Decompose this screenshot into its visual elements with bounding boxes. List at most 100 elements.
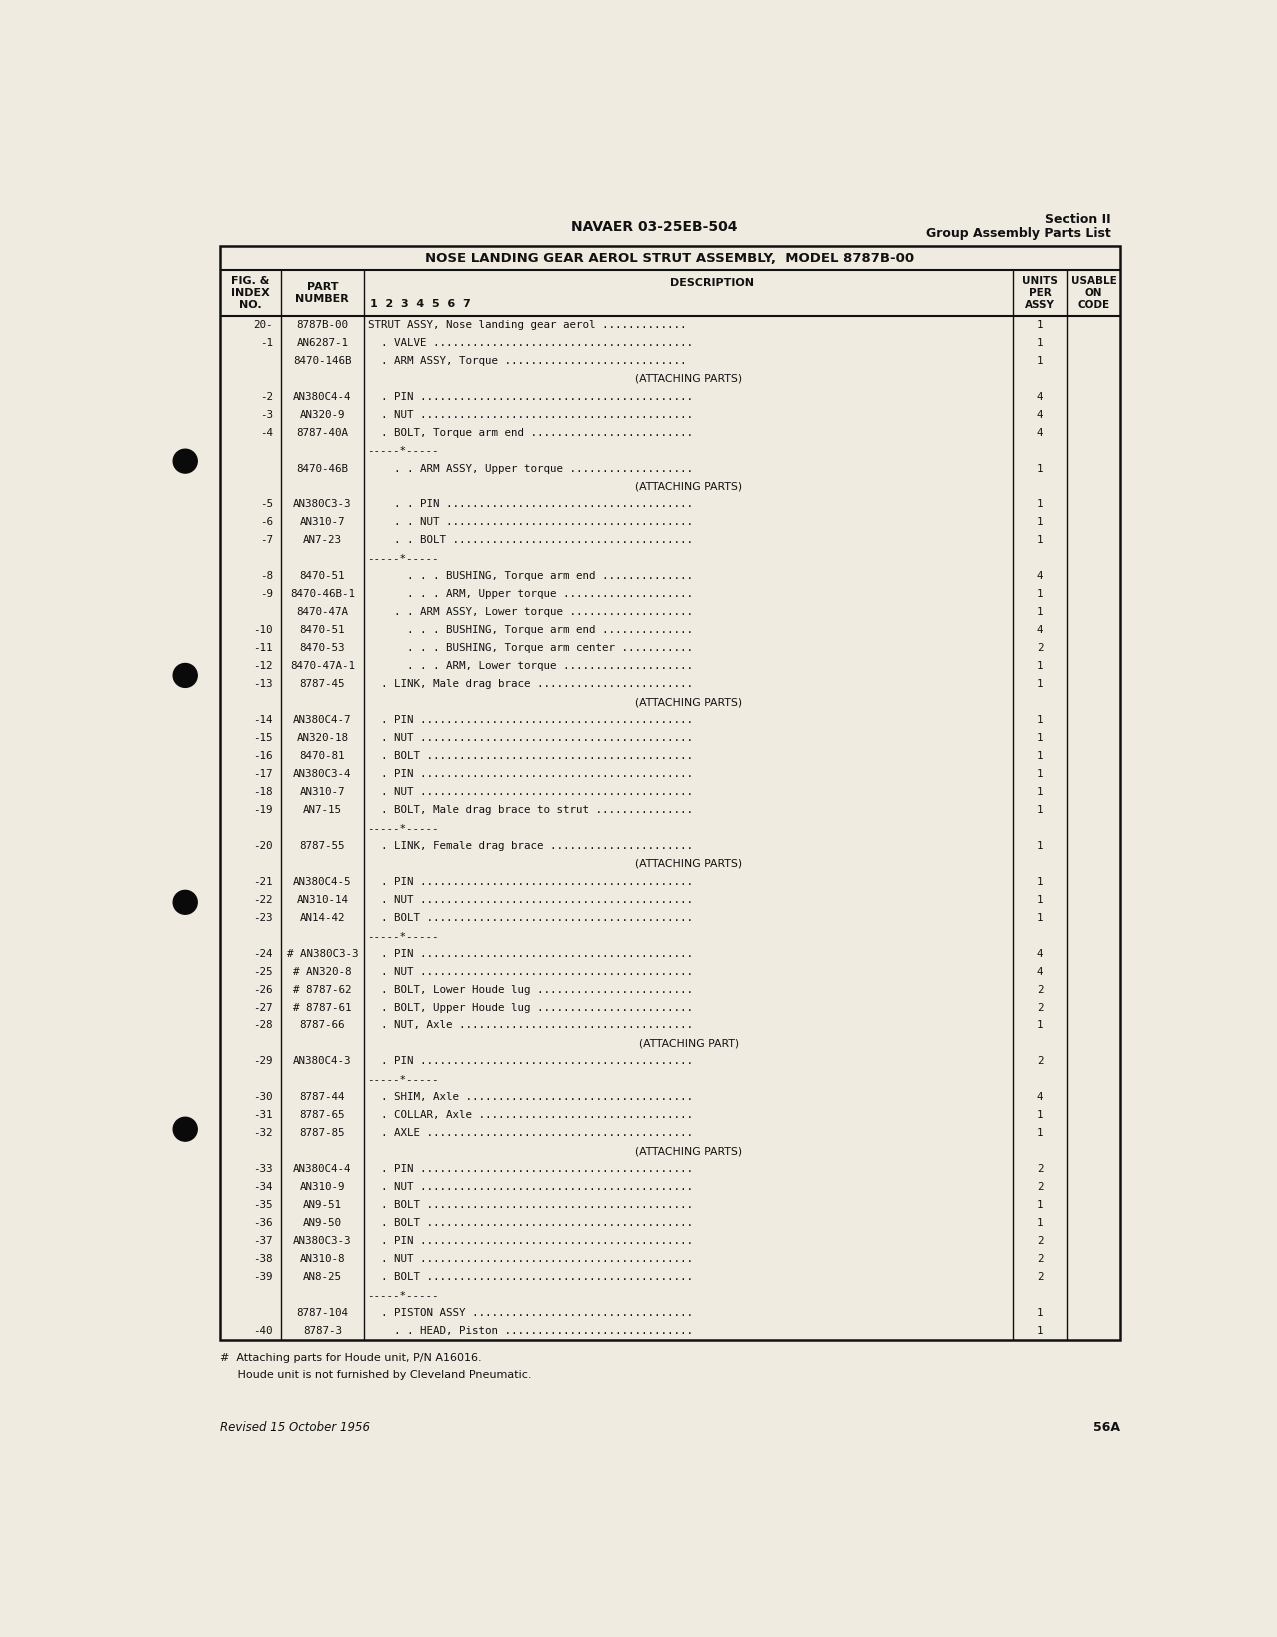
Text: 1: 1 <box>1037 733 1043 743</box>
Text: 8470-51: 8470-51 <box>300 625 345 635</box>
Text: . NUT ..........................................: . NUT ..................................… <box>368 1182 693 1192</box>
Text: -10: -10 <box>253 625 273 635</box>
Text: FIG. &
INDEX
NO.: FIG. & INDEX NO. <box>231 275 269 309</box>
Text: 20-: 20- <box>253 319 273 329</box>
Text: AN320-18: AN320-18 <box>296 733 349 743</box>
Text: AN380C4-5: AN380C4-5 <box>294 877 351 887</box>
Text: . PIN ..........................................: . PIN ..................................… <box>368 715 693 725</box>
Text: (ATTACHING PARTS): (ATTACHING PARTS) <box>635 1146 742 1156</box>
Text: -38: -38 <box>253 1254 273 1264</box>
Text: -----*-----: -----*----- <box>368 1074 439 1084</box>
Text: -----*-----: -----*----- <box>368 823 439 833</box>
Text: . NUT, Axle ....................................: . NUT, Axle ............................… <box>368 1020 693 1030</box>
Text: AN380C3-4: AN380C3-4 <box>294 769 351 779</box>
Text: . PIN ..........................................: . PIN ..................................… <box>368 877 693 887</box>
Text: -32: -32 <box>253 1128 273 1138</box>
Text: . . . BUSHING, Torque arm center ...........: . . . BUSHING, Torque arm center .......… <box>368 643 693 653</box>
Text: Houde unit is not furnished by Cleveland Pneumatic.: Houde unit is not furnished by Cleveland… <box>220 1370 531 1380</box>
Text: . . ARM ASSY, Lower torque ...................: . . ARM ASSY, Lower torque .............… <box>368 607 693 617</box>
Text: 8470-46B: 8470-46B <box>296 463 349 473</box>
Text: . . ARM ASSY, Upper torque ...................: . . ARM ASSY, Upper torque .............… <box>368 463 693 473</box>
Text: . NUT ..........................................: . NUT ..................................… <box>368 1254 693 1264</box>
Text: AN6287-1: AN6287-1 <box>296 337 349 347</box>
Text: NOSE LANDING GEAR AEROL STRUT ASSEMBLY,  MODEL 8787B-00: NOSE LANDING GEAR AEROL STRUT ASSEMBLY, … <box>425 252 914 265</box>
Text: -1: -1 <box>259 337 273 347</box>
Text: 8787-66: 8787-66 <box>300 1020 345 1030</box>
Text: . . . ARM, Lower torque ....................: . . . ARM, Lower torque ................… <box>368 661 693 671</box>
Text: 4: 4 <box>1037 625 1043 635</box>
Text: 4: 4 <box>1037 391 1043 401</box>
Text: 1: 1 <box>1037 1020 1043 1030</box>
Text: . PIN ..........................................: . PIN ..................................… <box>368 769 693 779</box>
Text: AN380C4-3: AN380C4-3 <box>294 1056 351 1066</box>
Text: -2: -2 <box>259 391 273 401</box>
Text: -3: -3 <box>259 409 273 419</box>
Text: . PIN ..........................................: . PIN ..................................… <box>368 391 693 401</box>
Text: . . HEAD, Piston .............................: . . HEAD, Piston .......................… <box>368 1326 693 1336</box>
Text: 8787-44: 8787-44 <box>300 1092 345 1102</box>
Text: -25: -25 <box>253 966 273 977</box>
Text: 1: 1 <box>1037 769 1043 779</box>
Text: . BOLT, Male drag brace to strut ...............: . BOLT, Male drag brace to strut .......… <box>368 805 693 815</box>
Text: 1: 1 <box>1037 787 1043 797</box>
Text: . NUT ..........................................: . NUT ..................................… <box>368 895 693 905</box>
Text: -15: -15 <box>253 733 273 743</box>
Text: AN310-7: AN310-7 <box>300 787 345 797</box>
Text: 1: 1 <box>1037 607 1043 617</box>
Text: 2: 2 <box>1037 1002 1043 1013</box>
Text: . BOLT, Upper Houde lug ........................: . BOLT, Upper Houde lug ................… <box>368 1002 693 1013</box>
Text: -23: -23 <box>253 913 273 923</box>
Text: -24: -24 <box>253 948 273 959</box>
Text: 1: 1 <box>1037 895 1043 905</box>
Text: Group Assembly Parts List: Group Assembly Parts List <box>926 228 1111 241</box>
Text: 1: 1 <box>1037 463 1043 473</box>
Text: -12: -12 <box>253 661 273 671</box>
Text: NAVAER 03-25EB-504: NAVAER 03-25EB-504 <box>571 221 738 234</box>
Text: 8470-53: 8470-53 <box>300 643 345 653</box>
Text: 2: 2 <box>1037 1236 1043 1246</box>
Text: . LINK, Female drag brace ......................: . LINK, Female drag brace ..............… <box>368 841 693 851</box>
Text: -9: -9 <box>259 589 273 599</box>
Text: AN380C3-3: AN380C3-3 <box>294 499 351 509</box>
Text: AN310-7: AN310-7 <box>300 517 345 527</box>
Text: -30: -30 <box>253 1092 273 1102</box>
Text: . PIN ..........................................: . PIN ..................................… <box>368 948 693 959</box>
Text: 8787-104: 8787-104 <box>296 1308 349 1318</box>
Text: . BOLT, Torque arm end .........................: . BOLT, Torque arm end .................… <box>368 427 693 437</box>
Text: 1: 1 <box>1037 535 1043 545</box>
Text: 1: 1 <box>1037 337 1043 347</box>
Text: 4: 4 <box>1037 427 1043 437</box>
Text: . BOLT .........................................: . BOLT .................................… <box>368 1200 693 1210</box>
Text: -----*-----: -----*----- <box>368 445 439 455</box>
Text: 1: 1 <box>1037 841 1043 851</box>
Text: AN320-9: AN320-9 <box>300 409 345 419</box>
Text: 4: 4 <box>1037 1092 1043 1102</box>
Text: . BOLT .........................................: . BOLT .................................… <box>368 751 693 761</box>
Circle shape <box>174 449 197 473</box>
Text: # 8787-61: # 8787-61 <box>294 1002 351 1013</box>
Circle shape <box>174 663 197 688</box>
Text: 1: 1 <box>1037 1308 1043 1318</box>
Bar <box>220 247 1120 1341</box>
Text: UNITS
PER
ASSY: UNITS PER ASSY <box>1022 275 1057 309</box>
Text: . SHIM, Axle ...................................: . SHIM, Axle ...........................… <box>368 1092 693 1102</box>
Text: 1: 1 <box>1037 589 1043 599</box>
Text: . PIN ..........................................: . PIN ..................................… <box>368 1164 693 1174</box>
Text: PART
NUMBER: PART NUMBER <box>295 282 349 304</box>
Text: . NUT ..........................................: . NUT ..................................… <box>368 787 693 797</box>
Text: AN380C4-7: AN380C4-7 <box>294 715 351 725</box>
Text: 8470-81: 8470-81 <box>300 751 345 761</box>
Text: 8470-47A-1: 8470-47A-1 <box>290 661 355 671</box>
Text: Section II: Section II <box>1045 213 1111 226</box>
Text: AN14-42: AN14-42 <box>300 913 345 923</box>
Circle shape <box>174 891 197 913</box>
Text: 1: 1 <box>1037 1110 1043 1120</box>
Text: AN310-14: AN310-14 <box>296 895 349 905</box>
Text: AN7-23: AN7-23 <box>303 535 342 545</box>
Text: -39: -39 <box>253 1272 273 1282</box>
Text: -4: -4 <box>259 427 273 437</box>
Text: . COLLAR, Axle .................................: . COLLAR, Axle .........................… <box>368 1110 693 1120</box>
Text: AN380C3-3: AN380C3-3 <box>294 1236 351 1246</box>
Text: (ATTACHING PART): (ATTACHING PART) <box>638 1038 738 1048</box>
Text: 1: 1 <box>1037 355 1043 365</box>
